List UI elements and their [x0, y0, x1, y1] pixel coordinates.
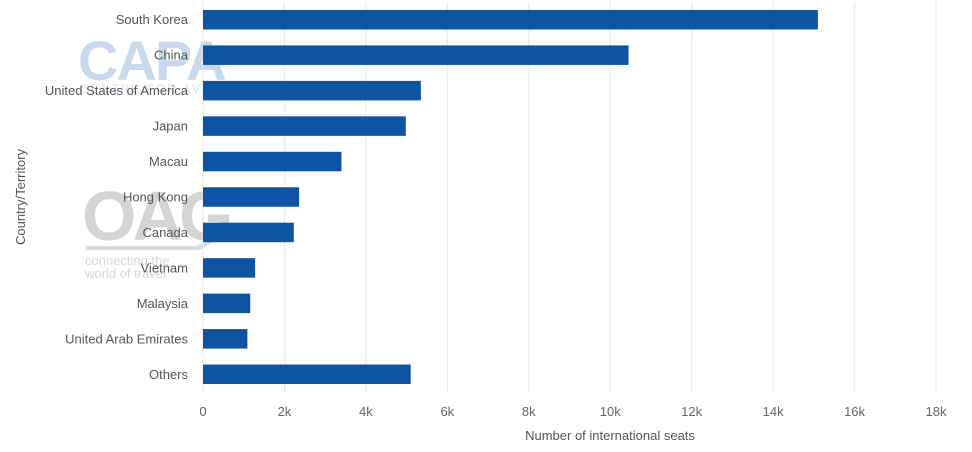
- category-label: Others: [149, 367, 189, 382]
- category-label: United Arab Emirates: [65, 331, 188, 346]
- x-tick-label: 16k: [844, 404, 865, 419]
- x-tick-label: 8k: [522, 404, 536, 419]
- x-tick-label: 6k: [440, 404, 454, 419]
- category-label: Canada: [142, 225, 188, 240]
- x-tick-label: 2k: [278, 404, 292, 419]
- category-label: Hong Kong: [123, 190, 188, 205]
- category-label: Malaysia: [137, 296, 189, 311]
- x-tick-labels: 0 2k 4k 6k 8k 10k 12k 14k 16k 18k: [199, 404, 947, 419]
- x-tick-label: 12k: [681, 404, 702, 419]
- bars: [203, 9, 818, 385]
- bar[interactable]: [203, 329, 248, 349]
- category-label: China: [154, 48, 189, 63]
- oag-tagline-line2: world of travel: [84, 266, 166, 281]
- category-label: United States of America: [45, 83, 189, 98]
- plane-swoosh-icon: [86, 236, 222, 250]
- y-axis-title: Country/Territory: [13, 148, 28, 245]
- bar[interactable]: [203, 80, 421, 101]
- bar[interactable]: [203, 222, 294, 243]
- bar[interactable]: [203, 258, 256, 278]
- oag-tagline-line1: connecting the: [85, 253, 170, 268]
- category-label: South Korea: [116, 12, 189, 27]
- oag-watermark: OAG connecting the world of travel: [82, 177, 234, 281]
- x-tick-label: 4k: [359, 404, 373, 419]
- bar[interactable]: [203, 151, 342, 172]
- x-tick-label: 10k: [600, 404, 621, 419]
- category-label: Macau: [149, 154, 188, 169]
- bar[interactable]: [203, 116, 406, 136]
- bar[interactable]: [203, 45, 629, 65]
- bar[interactable]: [203, 187, 300, 207]
- gridlines: [202, 2, 937, 392]
- bar[interactable]: [203, 9, 818, 30]
- x-tick-label: 14k: [763, 404, 784, 419]
- bar[interactable]: [203, 293, 251, 314]
- x-tick-label: 18k: [926, 404, 947, 419]
- category-label: Japan: [153, 119, 188, 134]
- x-tick-label: 0: [199, 404, 206, 419]
- capa-logo: CAPA: [78, 29, 225, 92]
- category-labels: South Korea China United States of America…: [45, 12, 189, 382]
- bar[interactable]: [203, 364, 411, 385]
- category-label: Vietnam: [141, 260, 188, 275]
- x-axis-title: Number of international seats: [525, 428, 695, 443]
